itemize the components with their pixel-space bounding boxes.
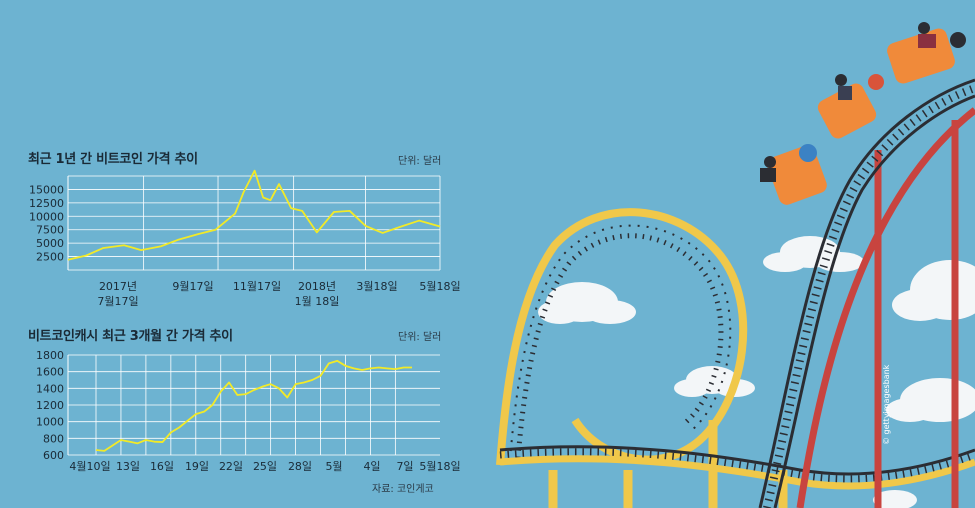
- loop-track: [496, 208, 748, 466]
- x-tick-label: 9월17일: [172, 279, 213, 293]
- x-tick-label: 7월17일: [97, 294, 138, 308]
- y-tick-label: 1400: [36, 382, 64, 395]
- x-tick-label: 7일: [396, 459, 413, 473]
- x-tick-label: 2017년: [99, 280, 137, 293]
- x-tick-label: 11월17일: [233, 279, 281, 293]
- chart2-title: 비트코인캐시 최근 3개월 간 가격 추이: [28, 329, 233, 344]
- y-tick-label: 15000: [29, 183, 64, 196]
- y-tick-label: 12500: [29, 197, 64, 210]
- x-tick-label: 13일: [116, 459, 140, 473]
- x-tick-label: 16일: [150, 459, 174, 473]
- y-tick-label: 1800: [36, 349, 64, 362]
- chart1-title: 최근 1년 간 비트코인 가격 추이: [28, 152, 198, 167]
- roller-coaster-illustration: © gettyimagesbank: [496, 22, 975, 508]
- cart-icon: [817, 74, 884, 139]
- x-tick-label: 5월: [325, 460, 342, 473]
- y-tick-label: 800: [43, 432, 64, 445]
- x-tick-label: 28일: [288, 459, 312, 473]
- x-tick-label: 4일: [363, 459, 380, 473]
- x-tick-label: 5월18일: [419, 279, 460, 293]
- y-tick-label: 10000: [29, 210, 64, 223]
- series-line: [67, 169, 441, 261]
- cloud-icon: [538, 282, 636, 324]
- source-note: 자료: 코인게코: [372, 484, 434, 495]
- y-tick-label: 7500: [36, 224, 64, 237]
- cloud-icon: [674, 366, 755, 397]
- y-tick-label: 600: [43, 449, 64, 462]
- cloud-icon: [873, 490, 917, 508]
- y-tick-label: 2500: [36, 251, 64, 264]
- y-tick-label: 1200: [36, 399, 64, 412]
- x-tick-label: 3월18일: [356, 279, 397, 293]
- cloud-icon: [892, 260, 975, 321]
- x-tick-label: 22일: [219, 459, 243, 473]
- y-tick-label: 1000: [36, 416, 64, 429]
- chart1-unit: 단위: 달러: [398, 156, 442, 167]
- x-tick-label: 4월10일: [69, 459, 110, 473]
- x-tick-label: 1월 18일: [295, 294, 340, 308]
- x-tick-label: 5월18일: [419, 459, 460, 473]
- series-line: [95, 359, 412, 452]
- cart-icon: [760, 144, 827, 205]
- cart-icon: [887, 22, 966, 84]
- y-tick-label: 1600: [36, 366, 64, 379]
- x-tick-label: 2018년: [298, 280, 336, 293]
- credit-text: © gettyimagesbank: [882, 364, 891, 445]
- x-tick-label: 19일: [185, 459, 209, 473]
- y-tick-label: 5000: [36, 237, 64, 250]
- cloud-icon: [763, 236, 864, 272]
- chart2-unit: 단위: 달러: [398, 332, 442, 343]
- cloud-icon: [886, 378, 975, 422]
- x-tick-label: 25일: [253, 459, 277, 473]
